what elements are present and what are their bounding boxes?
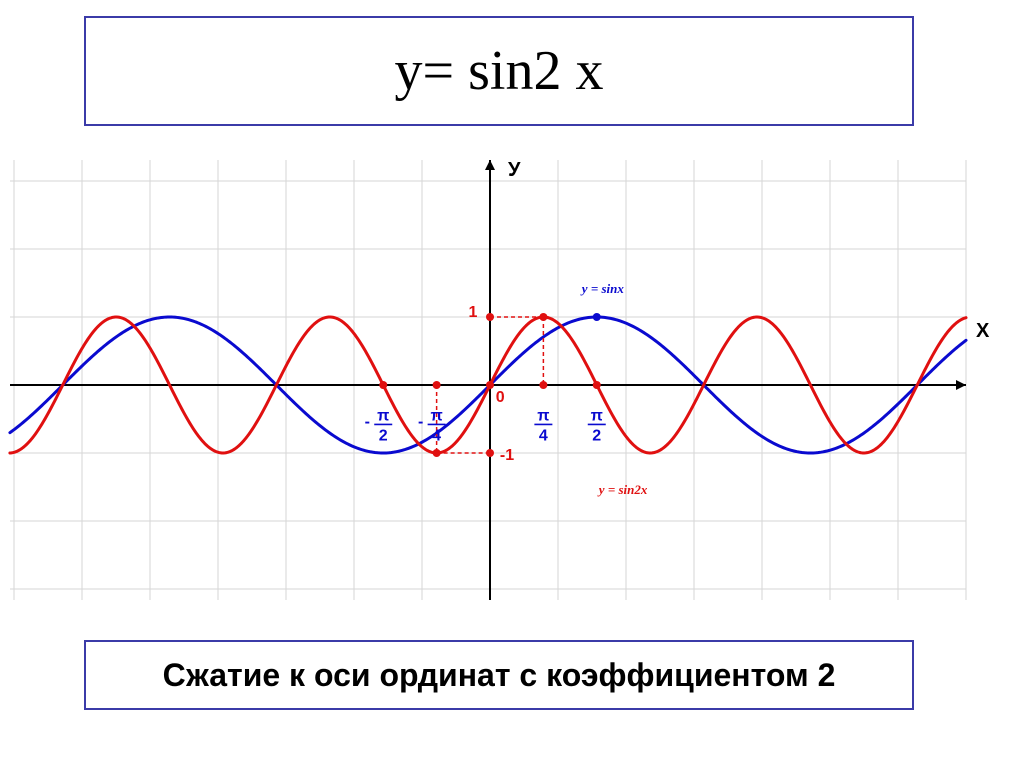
svg-text:2: 2 — [379, 427, 388, 444]
svg-text:1: 1 — [469, 304, 478, 321]
svg-text:2: 2 — [592, 427, 601, 444]
title-text: y= sin2 x — [395, 39, 604, 103]
chart: УXy = sinxy = sin2x1-10-π2-π4π4π2 — [0, 160, 1024, 600]
chart-svg: УXy = sinxy = sin2x1-10-π2-π4π4π2 — [0, 160, 1024, 600]
svg-text:π: π — [377, 407, 389, 424]
svg-text:y = sinx: y = sinx — [580, 281, 625, 296]
svg-text:-1: -1 — [500, 447, 514, 464]
caption-text: Сжатие к оси ординат с коэффициентом 2 — [163, 657, 836, 694]
svg-text:y = sin2x: y = sin2x — [597, 482, 648, 497]
svg-text:π: π — [430, 407, 442, 424]
svg-text:У: У — [508, 160, 521, 181]
svg-text:4: 4 — [539, 427, 548, 444]
svg-text:-: - — [418, 413, 423, 430]
caption-box: Сжатие к оси ординат с коэффициентом 2 — [84, 640, 914, 710]
svg-text:π: π — [591, 407, 603, 424]
svg-text:0: 0 — [496, 389, 505, 406]
title-box: y= sin2 x — [84, 16, 914, 126]
svg-text:4: 4 — [432, 427, 441, 444]
svg-text:-: - — [365, 413, 370, 430]
svg-text:π: π — [537, 407, 549, 424]
svg-text:X: X — [976, 320, 990, 342]
